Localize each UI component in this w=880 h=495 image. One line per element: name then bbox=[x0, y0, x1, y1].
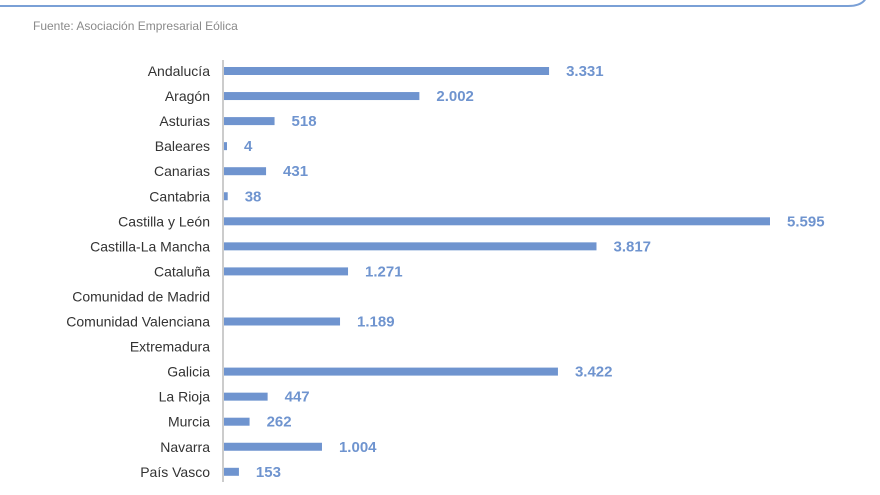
value-label: 3.331 bbox=[566, 63, 604, 80]
bar bbox=[224, 142, 227, 151]
value-label: 38 bbox=[245, 188, 262, 205]
value-label: 447 bbox=[285, 389, 310, 406]
bar bbox=[224, 217, 770, 226]
category-label: Comunidad Valenciana bbox=[66, 314, 210, 330]
bar bbox=[224, 417, 250, 426]
category-label: Andalucía bbox=[148, 63, 210, 79]
bars-layer: Andalucía 3.331 Aragón 2.002 Asturias 518 Bale… bbox=[66, 60, 825, 482]
category-label: Navarra bbox=[160, 439, 210, 455]
category-label: Canarias bbox=[154, 163, 210, 179]
bar bbox=[224, 67, 550, 75]
bar bbox=[224, 392, 268, 401]
value-label: 431 bbox=[283, 163, 308, 180]
category-label: Castilla y León bbox=[118, 213, 210, 229]
value-label: 1.271 bbox=[365, 263, 403, 280]
category-label: Comunidad de Madrid bbox=[72, 288, 210, 304]
category-label: Castilla-La Mancha bbox=[90, 238, 210, 254]
bar bbox=[224, 317, 341, 326]
category-label: Murcia bbox=[168, 414, 210, 430]
value-label: 153 bbox=[256, 464, 281, 481]
value-label: 3.817 bbox=[613, 238, 651, 255]
bar bbox=[224, 92, 420, 101]
value-label: 3.422 bbox=[575, 364, 613, 381]
bar bbox=[224, 267, 349, 276]
bar bbox=[224, 117, 275, 126]
value-label: 5.595 bbox=[787, 213, 825, 230]
bar bbox=[224, 467, 239, 476]
category-label: Cantabria bbox=[149, 188, 210, 204]
bar bbox=[224, 192, 228, 201]
value-label: 518 bbox=[292, 113, 317, 130]
header-frame-border bbox=[0, 0, 866, 7]
value-label: 2.002 bbox=[436, 88, 474, 105]
bar bbox=[224, 167, 267, 176]
value-label: 1.004 bbox=[339, 439, 377, 456]
value-label: 262 bbox=[267, 414, 292, 431]
category-label: Baleares bbox=[155, 138, 210, 154]
source-note: Fuente: Asociación Empresarial Eólica bbox=[33, 19, 238, 33]
category-label: Asturias bbox=[159, 113, 210, 129]
value-label: 1.189 bbox=[357, 314, 395, 331]
category-label: Aragón bbox=[165, 88, 210, 104]
category-label: Galicia bbox=[167, 364, 210, 380]
category-label: La Rioja bbox=[159, 389, 211, 405]
category-label: País Vasco bbox=[140, 464, 210, 480]
category-label: Extremadura bbox=[130, 339, 210, 355]
bar bbox=[224, 242, 597, 251]
value-label: 4 bbox=[244, 138, 253, 155]
bar bbox=[224, 442, 322, 451]
bar bbox=[224, 367, 558, 376]
category-label: Cataluña bbox=[154, 263, 210, 279]
